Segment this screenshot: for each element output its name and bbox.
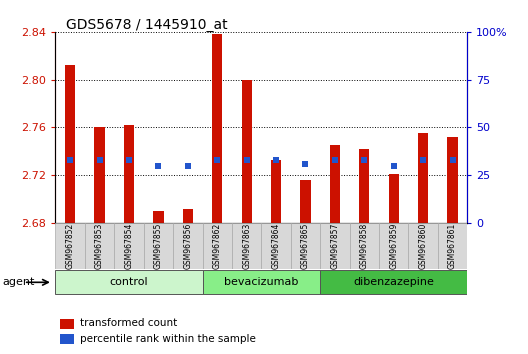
- Text: GSM967857: GSM967857: [331, 223, 340, 269]
- Bar: [114, 223, 144, 269]
- Text: transformed count: transformed count: [80, 318, 177, 328]
- Text: GSM967864: GSM967864: [271, 223, 280, 269]
- Bar: [65, 65, 76, 223]
- Text: GSM967856: GSM967856: [183, 223, 192, 269]
- Bar: [183, 209, 193, 223]
- Bar: [359, 149, 370, 223]
- Bar: [95, 127, 105, 223]
- Bar: [60, 334, 74, 344]
- Text: agent: agent: [3, 277, 35, 287]
- Text: GSM967855: GSM967855: [154, 223, 163, 269]
- Bar: [153, 211, 164, 223]
- Bar: [447, 137, 458, 223]
- Text: GSM967865: GSM967865: [301, 223, 310, 269]
- Bar: [330, 145, 340, 223]
- Bar: [144, 223, 173, 269]
- Bar: [320, 270, 467, 294]
- Text: dibenzazepine: dibenzazepine: [353, 277, 434, 287]
- Bar: [271, 160, 281, 223]
- Bar: [203, 223, 232, 269]
- Text: GSM967858: GSM967858: [360, 223, 369, 269]
- Bar: [241, 80, 252, 223]
- Text: GSM967852: GSM967852: [65, 223, 74, 269]
- Bar: [212, 34, 222, 223]
- Bar: [438, 223, 467, 269]
- Text: GSM967854: GSM967854: [125, 223, 134, 269]
- Text: GSM967861: GSM967861: [448, 223, 457, 269]
- Bar: [60, 319, 74, 329]
- Bar: [203, 270, 320, 294]
- Bar: [232, 223, 261, 269]
- Bar: [350, 223, 379, 269]
- Bar: [291, 223, 320, 269]
- Text: GDS5678 / 1445910_at: GDS5678 / 1445910_at: [66, 18, 228, 32]
- Bar: [300, 180, 310, 223]
- Bar: [55, 223, 85, 269]
- Bar: [409, 223, 438, 269]
- Bar: [124, 125, 134, 223]
- Text: bevacizumab: bevacizumab: [224, 277, 298, 287]
- Bar: [55, 270, 203, 294]
- Text: percentile rank within the sample: percentile rank within the sample: [80, 334, 256, 344]
- Bar: [320, 223, 350, 269]
- Text: control: control: [110, 277, 148, 287]
- Text: GSM967853: GSM967853: [95, 223, 104, 269]
- Text: GSM967862: GSM967862: [213, 223, 222, 269]
- Bar: [173, 223, 203, 269]
- Text: GSM967860: GSM967860: [419, 223, 428, 269]
- Text: GSM967859: GSM967859: [389, 223, 398, 269]
- Bar: [389, 174, 399, 223]
- Bar: [261, 223, 291, 269]
- Bar: [418, 133, 428, 223]
- Text: GSM967863: GSM967863: [242, 223, 251, 269]
- Bar: [85, 223, 114, 269]
- Bar: [379, 223, 409, 269]
